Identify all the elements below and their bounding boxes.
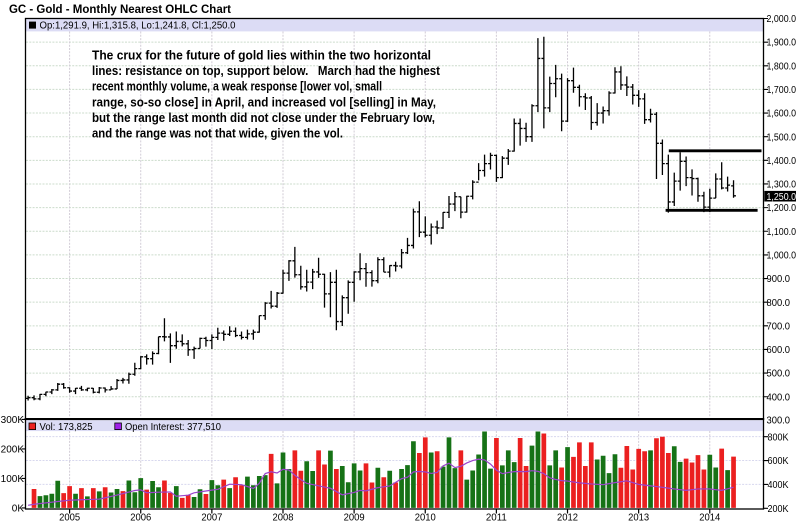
svg-text:2011: 2011	[486, 512, 507, 524]
svg-text:200K: 200K	[1, 445, 25, 456]
svg-text:Open Interest: 377,510: Open Interest: 377,510	[125, 422, 221, 433]
svg-text:Op:1,291.9, Hi:1,315.8, Lo:1,2: Op:1,291.9, Hi:1,315.8, Lo:1,241.8, Cl:1…	[40, 21, 236, 32]
svg-text:400K: 400K	[768, 480, 789, 491]
svg-text:and the range was not that wid: and the range was not that wide, given t…	[92, 127, 343, 141]
svg-text:The crux for the future of gol: The crux for the future of gold lies wit…	[92, 49, 431, 63]
svg-text:1,000.0: 1,000.0	[767, 251, 797, 262]
svg-text:2007: 2007	[201, 512, 222, 524]
svg-text:2008: 2008	[272, 512, 293, 524]
svg-text:2006: 2006	[130, 512, 151, 524]
svg-text:Vol: 173,825: Vol: 173,825	[40, 422, 93, 433]
svg-text:2012: 2012	[557, 512, 578, 524]
svg-text:300K: 300K	[1, 415, 25, 426]
svg-text:1,800.0: 1,800.0	[767, 61, 797, 72]
svg-text:GC - Gold - Monthly Nearest OH: GC - Gold - Monthly Nearest OHLC Chart	[9, 4, 231, 16]
svg-text:1,300.0: 1,300.0	[767, 180, 797, 191]
svg-text:1,100.0: 1,100.0	[767, 227, 797, 238]
svg-text:2,000.0: 2,000.0	[767, 14, 797, 25]
svg-text:500.0: 500.0	[767, 369, 791, 380]
svg-text:200K: 200K	[768, 504, 789, 515]
svg-text:0K: 0K	[12, 504, 25, 515]
svg-text:2013: 2013	[628, 512, 649, 524]
svg-text:but the range last month did n: but the range last month did not close u…	[92, 111, 435, 125]
svg-text:range, so-so close] in April,: range, so-so close] in April, and increa…	[92, 95, 436, 109]
svg-text:600K: 600K	[768, 456, 789, 467]
svg-text:2014: 2014	[699, 512, 720, 524]
svg-text:1,900.0: 1,900.0	[767, 38, 797, 49]
svg-text:300.0: 300.0	[767, 415, 791, 426]
svg-text:lines: resistance on top, supp: lines: resistance on top, support below.…	[92, 64, 441, 78]
svg-text:100K: 100K	[1, 474, 25, 485]
svg-text:900.0: 900.0	[767, 274, 791, 285]
svg-text:2005: 2005	[59, 512, 80, 524]
svg-text:1,250.0: 1,250.0	[767, 192, 797, 203]
svg-text:400.0: 400.0	[767, 392, 791, 403]
svg-text:800.0: 800.0	[767, 298, 791, 309]
svg-text:1,200.0: 1,200.0	[767, 203, 797, 214]
svg-text:recent monthly volume, a weak: recent monthly volume, a weak response […	[92, 80, 382, 94]
svg-text:600.0: 600.0	[767, 345, 791, 356]
svg-text:1,500.0: 1,500.0	[767, 132, 797, 143]
svg-text:1,700.0: 1,700.0	[767, 85, 797, 96]
svg-text:700.0: 700.0	[767, 321, 791, 332]
svg-text:2009: 2009	[344, 512, 365, 524]
svg-text:800K: 800K	[768, 432, 789, 443]
svg-text:2010: 2010	[415, 512, 436, 524]
svg-text:1,400.0: 1,400.0	[767, 156, 797, 167]
svg-text:1,600.0: 1,600.0	[767, 109, 797, 120]
